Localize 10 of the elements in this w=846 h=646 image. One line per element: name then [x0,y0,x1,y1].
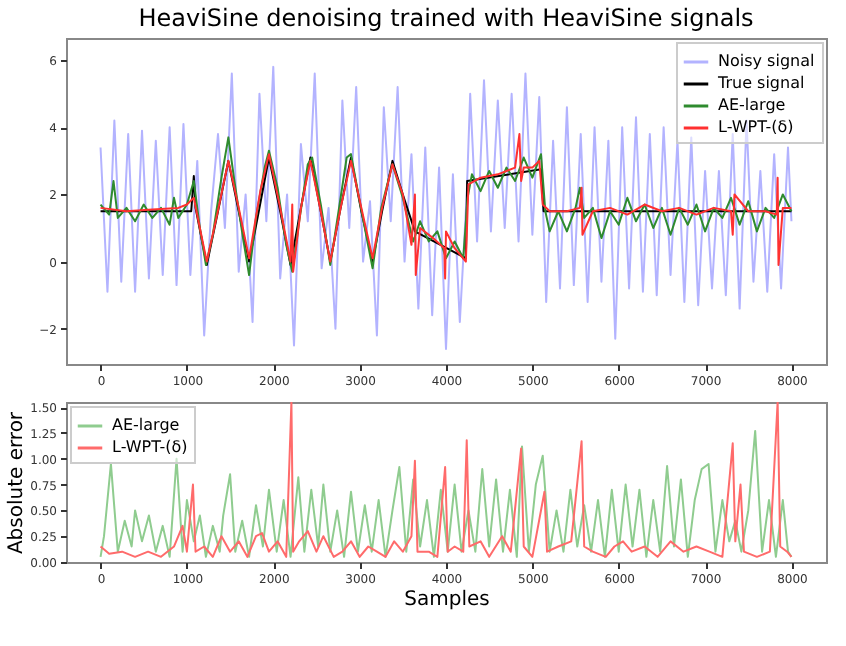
legend-label: AE-large [112,416,180,434]
x-axis-title: Samples [404,589,490,611]
y-axis-title: Absolute error [6,410,29,555]
legend-label: Noisy signal [718,52,815,70]
legend-label: L-WPT-(δ) [112,438,188,456]
legend-label: L-WPT-(δ) [718,118,794,136]
chart-title: HeaviSine denoising trained with HeaviSine signals [138,4,754,32]
line-series [99,402,793,558]
legend-label: True signal [716,74,805,92]
legend-label: AE-large [718,96,786,114]
